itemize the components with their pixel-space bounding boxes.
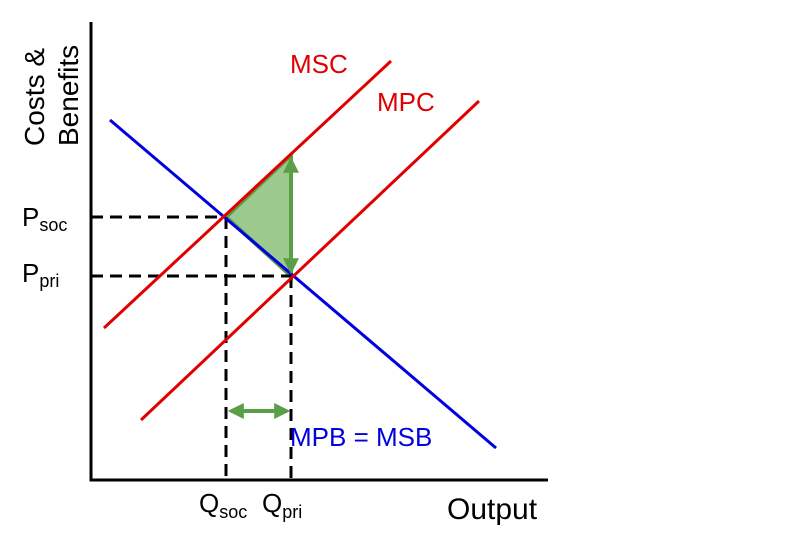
symbol: Q [199,488,219,518]
msc-curve [102,59,393,330]
x-axis-label: Output [447,493,538,526]
quantity-label: Qpri [262,488,302,522]
curve-label: MSC [290,49,348,79]
symbol: P [22,258,39,288]
price-label: Ppri [22,258,59,291]
curve-label: MPC [377,87,435,117]
y-axis-label: Costs & Benefits [19,45,84,146]
quantity-label: Qsoc [199,488,247,522]
symbol: P [22,202,39,232]
y-axis-label-line: Benefits [53,45,84,146]
mpc-curve [139,99,481,422]
curve-label: MPB = MSB [290,422,432,452]
symbol: Q [262,488,282,518]
demand-curve [109,118,497,450]
guides [91,215,293,480]
y-axis-label-line: Costs & [19,48,50,146]
deadweight-loss [223,150,293,281]
axes [89,22,548,482]
subscript: soc [219,502,247,522]
subscript: pri [282,502,302,522]
price-label: Psoc [22,202,67,235]
subscript: soc [39,215,67,235]
subscript: pri [39,271,59,291]
